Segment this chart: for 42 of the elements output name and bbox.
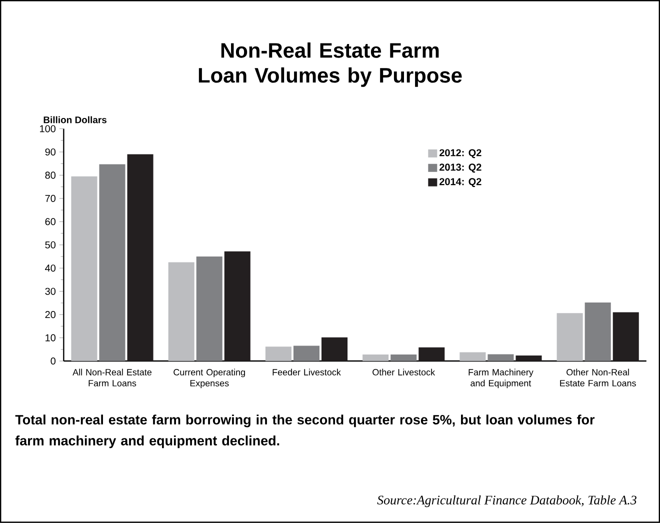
x-tick-label: Other Non-Real Estate Farm Loans	[560, 368, 636, 386]
y-tick-label: 60	[45, 218, 56, 226]
y-tick-label: 30	[45, 288, 56, 295]
bar	[321, 337, 348, 362]
bar	[488, 354, 514, 362]
bar	[418, 347, 445, 362]
x-tick-label: Current Operating Expenses	[174, 368, 245, 388]
bar	[71, 176, 98, 362]
y-tick-label: 100	[40, 125, 56, 132]
legend-label: 2013: Q2	[440, 164, 482, 173]
bar	[460, 352, 486, 362]
y-tick-label: 90	[45, 148, 56, 156]
bar	[612, 312, 639, 362]
chart-title: Non-Real Estate Farm Loan Volumes by Purpose	[198, 42, 462, 87]
y-tick-label: 50	[45, 241, 56, 248]
bar	[362, 354, 389, 362]
bar	[265, 346, 292, 362]
bar	[168, 262, 194, 362]
x-tick-label: Other Livestock	[372, 368, 436, 376]
legend-label: 2014: Q2	[440, 178, 482, 188]
bar	[99, 164, 126, 362]
y-tick-label: 0	[50, 358, 56, 365]
bar	[293, 346, 320, 362]
bar	[196, 256, 222, 362]
bar	[224, 251, 250, 362]
bar	[584, 302, 611, 362]
bar	[127, 154, 154, 362]
x-tick-label: All Non-Real Estate Farm Loans	[72, 368, 152, 386]
bar	[516, 356, 542, 362]
y-tick-label: 40	[45, 264, 56, 272]
y-tick-label: 80	[45, 172, 56, 179]
text: Total non-real estate farm borrowing in the second quarter rose 5%, but loan volumes for farm machinery and equipment declined.	[15, 414, 595, 448]
x-tick-label: Farm Machinery and Equipment	[468, 368, 534, 388]
bar	[390, 354, 417, 362]
x-tick-label: Feeder Livestock	[272, 368, 341, 376]
legend-label: 2012: Q2	[440, 149, 482, 158]
y-axis-title: Billion Dollars	[44, 116, 106, 124]
source-note: Source:Agricultural Finance Databook, Table A.3	[377, 495, 636, 508]
y-tick-label: 10	[46, 334, 56, 342]
bar	[556, 313, 583, 362]
y-tick-label: 70	[45, 194, 56, 202]
y-tick-label: 20	[45, 311, 56, 318]
